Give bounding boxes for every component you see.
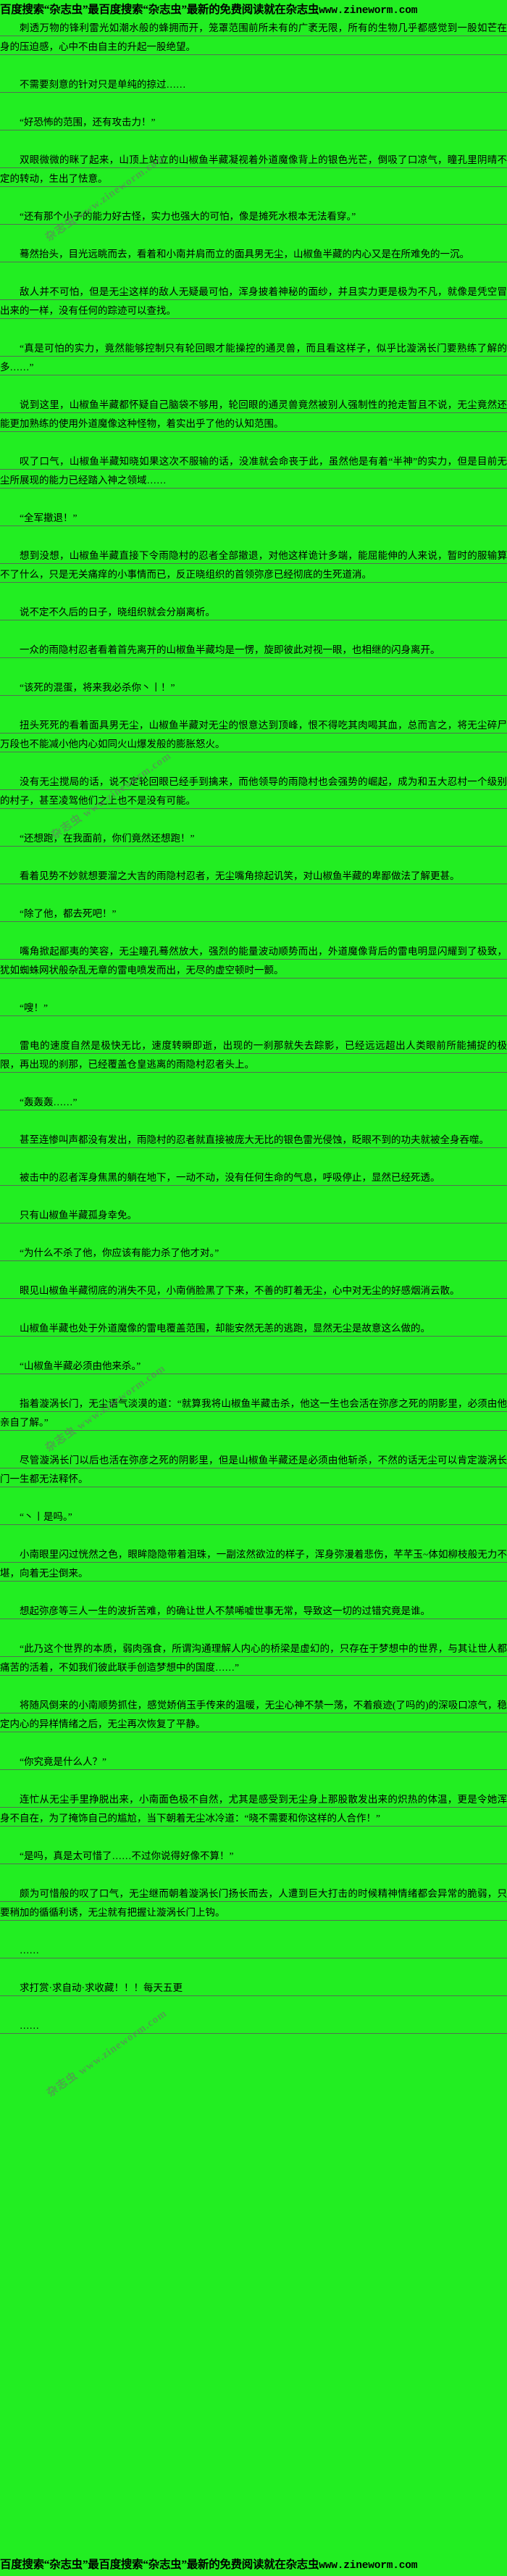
novel-paragraph: “是吗，真是太可惜了……不过你说得好像不算！” (0, 1847, 507, 1866)
novel-paragraph: “为什么不杀了他，你应该有能力杀了他才对。” (0, 1244, 507, 1263)
novel-paragraph: “丶丨是吗。” (0, 1508, 507, 1526)
novel-paragraph: 说到这里，山椒鱼半藏都怀疑自己脑袋不够用，轮回眼的通灵兽竟然被别人强制性的抢走暂… (0, 396, 507, 433)
novel-paragraph: 不需要刻意的针对只是单纯的掠过…… (0, 75, 507, 94)
novel-paragraph: 指着漩涡长门，无尘语气淡漠的道：“就算我将山椒鱼半藏击杀，他这一生也会活在弥彦之… (0, 1395, 507, 1432)
novel-paragraph: 颇为可惜般的叹了口气，无尘继而朝着漩涡长门扬长而去，人遭到巨大打击的时候精神情绪… (0, 1885, 507, 1922)
novel-paragraph: 甚至连惨叫声都没有发出，雨隐村的忍者就直接被庞大无比的银色雷光侵蚀，眨眼不到的功… (0, 1131, 507, 1150)
novel-paragraph: 叹了口气，山椒鱼半藏知晓如果这次不服输的话，没准就会命丧于此，虽然他是有着“半神… (0, 452, 507, 490)
novel-paragraph: “全军撤退！” (0, 509, 507, 528)
novel-paragraph: 被击中的忍者浑身焦黑的躺在地下，一动不动，没有任何生命的气息，呼吸停止，显然已经… (0, 1168, 507, 1187)
novel-paragraph: 想到没想，山椒鱼半藏直接下令雨隐村的忍者全部撤退，对他这样诡计多端，能屈能伸的人… (0, 547, 507, 584)
novel-paragraph: “除了他，都去死吧！” (0, 905, 507, 923)
novel-paragraph: …… (0, 1941, 507, 1960)
novel-paragraph: 将随风倒来的小南顺势抓住，感觉娇俏玉手传来的温暖，无尘心神不禁一荡，不着痕迹(了… (0, 1696, 507, 1734)
site-banner-top-text: 百度搜索“杂志虫”最百度搜索“杂志虫”最新的免费阅读就在杂志虫 (0, 4, 319, 16)
site-banner-bottom: 百度搜索“杂志虫”最百度搜索“杂志虫”最新的免费阅读就在杂志虫www.zinew… (0, 2556, 417, 2575)
novel-paragraph: 说不定不久后的日子，晓组织就会分崩离析。 (0, 603, 507, 622)
novel-paragraph: 小南眼里闪过恍然之色，眼眸隐隐带着泪珠，一副泫然欲泣的样子，浑身弥漫着悲伤，芊芊… (0, 1545, 507, 1583)
novel-paragraph: “还有那个小子的能力好古怪，实力也强大的可怕，像是摊死水根本无法看穿。” (0, 207, 507, 226)
novel-paragraph: 一众的雨隐村忍者看着首先离开的山椒鱼半藏均是一愣，旋即彼此对视一眼，也相继的闪身… (0, 641, 507, 660)
novel-paragraph: “你究竟是什么人？” (0, 1753, 507, 1771)
novel-paragraph: “还想跑，在我面前，你们竟然还想跑！” (0, 829, 507, 848)
novel-paragraph: 双眼微微的眯了起来，山顶上站立的山椒鱼半藏凝视着外道魔像背上的银色光芒，倒吸了口… (0, 151, 507, 188)
novel-paragraph: “嗖！” (0, 999, 507, 1018)
site-banner-bottom-text: 百度搜索“杂志虫”最百度搜索“杂志虫”最新的免费阅读就在杂志虫 (0, 2559, 319, 2571)
novel-paragraph: 蓦然抬头，目光远眺而去，看着和小南并肩而立的面具男无尘，山椒鱼半藏的内心又是在所… (0, 245, 507, 264)
novel-paragraph: 连忙从无尘手里挣脱出来，小南面色极不自然，尤其是感受到无尘身上那股散发出来的炽热… (0, 1790, 507, 1828)
novel-paragraph: “此乃这个世界的本质，弱肉强食，所谓沟通理解人内心的桥梁是虚幻的，只存在于梦想中… (0, 1640, 507, 1677)
novel-paragraph: 刺透万物的锋利雷光如潮水般的蜂拥而开，笼罩范围前所未有的广袤无限，所有的生物几乎… (0, 19, 507, 57)
novel-paragraph: 没有无尘搅局的话，说不定轮回眼已经手到擒来，而他领导的雨隐村也会强势的崛起，成为… (0, 773, 507, 810)
novel-paragraph: 求打赏·求自动·求收藏！！！每天五更 (0, 1979, 507, 1998)
novel-paragraph: “好恐怖的范围，还有攻击力！” (0, 113, 507, 132)
novel-paragraph: …… (0, 2016, 507, 2035)
site-banner-bottom-url: www.zineworm.com (319, 2560, 418, 2572)
novel-paragraph: 眼见山椒鱼半藏彻底的消失不见，小南俏脸黑了下来，不善的盯着无尘，心中对无尘的好感… (0, 1281, 507, 1300)
novel-paragraph: 尽管漩涡长门以后也活在弥彦之死的阴影里，但是山椒鱼半藏还是必须由他斩杀，不然的话… (0, 1451, 507, 1489)
site-banner-top: 百度搜索“杂志虫”最百度搜索“杂志虫”最新的免费阅读就在杂志虫www.zinew… (0, 1, 417, 20)
novel-paragraph: 扭头死死的看着面具男无尘，山椒鱼半藏对无尘的恨意达到顶峰，恨不得吃其肉喝其血，总… (0, 716, 507, 754)
novel-paragraph: 雷电的速度自然是极快无比，速度转瞬即逝，出现的一刹那就失去踪影，已经远远超出人类… (0, 1036, 507, 1074)
site-banner-top-url: www.zineworm.com (319, 5, 418, 17)
novel-paragraph: 山椒鱼半藏也处于外道魔像的雷电覆盖范围，却能安然无恙的逃跑，显然无尘是故意这么做… (0, 1319, 507, 1338)
novel-paragraph: “该死的混蛋，将来我必杀你丶丨！” (0, 678, 507, 697)
novel-paragraph: “真是可怕的实力，竟然能够控制只有轮回眼才能操控的通灵兽，而且看这样子，似乎比漩… (0, 339, 507, 377)
novel-paragraph: “轰轰轰……” (0, 1093, 507, 1112)
novel-paragraph: “山椒鱼半藏必须由他来杀。” (0, 1357, 507, 1376)
novel-paragraph: 嘴角掀起鄙夷的笑容，无尘瞳孔蓦然放大，强烈的能量波动顺势而出，外道魔像背后的雷电… (0, 942, 507, 980)
novel-text-body: 刺透万物的锋利雷光如潮水般的蜂拥而开，笼罩范围前所未有的广袤无限，所有的生物几乎… (0, 19, 507, 2054)
novel-paragraph: 敌人并不可怕，但是无尘这样的敌人无疑最可怕，浑身披着神秘的面纱，并且实力更是极为… (0, 283, 507, 320)
novel-paragraph: 只有山椒鱼半藏孤身幸免。 (0, 1206, 507, 1225)
novel-paragraph: 想起弥彦等三人一生的波折苦难，的确让世人不禁唏嘘世事无常，导致这一切的过错究竟是… (0, 1602, 507, 1621)
novel-paragraph: 看着见势不妙就想要溜之大吉的雨隐村忍者，无尘嘴角掠起讥笑，对山椒鱼半藏的卑鄙做法… (0, 867, 507, 886)
